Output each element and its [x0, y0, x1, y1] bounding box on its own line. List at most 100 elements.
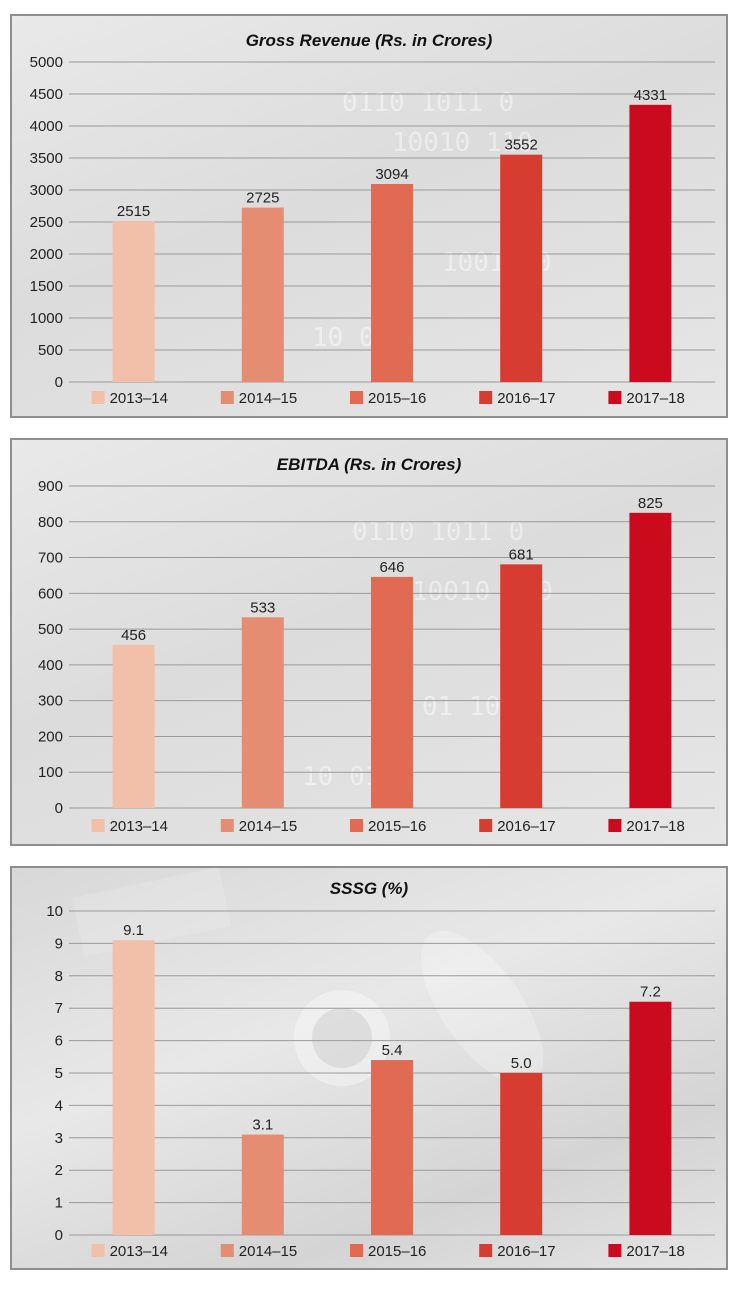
y-tick-label: 200 [38, 728, 63, 745]
data-label: 2515 [117, 203, 150, 220]
legend-label: 2016–17 [497, 1243, 555, 1260]
y-tick-label: 4000 [30, 118, 63, 135]
legend-label: 2013–14 [110, 818, 168, 835]
gross-revenue-chart: 0110 1011 0 10010 110 1001 10 10 01 Gros… [30, 31, 715, 407]
data-labels: 2515 2725 3094 3552 4331 [117, 87, 667, 220]
y-tick-label: 900 [38, 478, 63, 495]
data-label: 3.1 [252, 1117, 273, 1134]
legend-swatch [479, 391, 493, 404]
legend-label: 2016–17 [497, 390, 555, 407]
y-tick-label: 3000 [30, 182, 63, 199]
bar-2017–18 [629, 104, 672, 382]
sssg-chart: SSSG (%) 0 1 2 3 4 5 6 7 8 9 10 9.1 3.1 5.4 5.0 7.2 2013… [46, 868, 715, 1260]
legend-swatch [350, 1244, 363, 1257]
legend-swatch [608, 391, 622, 404]
legend-swatch [91, 819, 105, 832]
bar-2016–17 [500, 1073, 543, 1235]
ebitda-panel: 0110 1011 0 10010 110 01 1001 10 01 EBIT… [10, 438, 728, 846]
y-tick-label: 5 [55, 1065, 63, 1082]
data-label: 5.0 [511, 1055, 532, 1072]
y-tick-label: 7 [55, 1000, 63, 1017]
bar-2015–16 [371, 576, 413, 808]
legend-label: 2015–16 [368, 818, 426, 835]
data-label: 533 [250, 599, 275, 616]
legend-label: 2014–15 [239, 390, 297, 407]
bar-2017–18 [629, 1001, 672, 1235]
data-labels: 9.1 3.1 5.4 5.0 7.2 [123, 922, 661, 1133]
y-tick-label: 9 [55, 935, 63, 952]
bar-2016–17 [500, 154, 543, 382]
chart-title: EBITDA (Rs. in Crores) [277, 455, 462, 474]
ebitda-chart: 0110 1011 0 10010 110 01 1001 10 01 EBIT… [38, 455, 715, 835]
bars [112, 104, 672, 382]
bar-2013–14 [112, 221, 155, 382]
y-tick-label: 500 [38, 621, 63, 638]
y-tick-label: 2500 [30, 214, 63, 231]
y-tick-label: 700 [38, 550, 63, 567]
legend-label: 2017–18 [626, 818, 684, 835]
legend-swatch [608, 819, 622, 832]
y-axis: 0 500 1000 1500 2000 2500 3000 3500 4000 4500 5000 [30, 54, 63, 391]
y-tick-label: 6 [55, 1033, 63, 1050]
y-tick-label: 2 [55, 1162, 63, 1179]
y-tick-label: 2000 [30, 246, 63, 263]
legend-swatch [220, 391, 234, 404]
data-label: 2725 [246, 190, 279, 207]
legend: 2013–14 2014–15 2015–16 2016–17 2017–18 [91, 1243, 685, 1260]
y-tick-label: 500 [38, 342, 63, 359]
y-tick-label: 3 [55, 1130, 63, 1147]
y-tick-label: 10 [46, 903, 63, 920]
y-tick-label: 0 [55, 1227, 63, 1244]
data-label: 4331 [634, 87, 667, 104]
y-tick-label: 800 [38, 514, 63, 531]
legend-swatch [91, 391, 105, 404]
legend-label: 2013–14 [110, 1243, 168, 1260]
legend-label: 2016–17 [497, 818, 555, 835]
chart-title: SSSG (%) [330, 879, 409, 898]
y-tick-label: 3500 [30, 150, 63, 167]
bar-2015–16 [371, 1060, 413, 1235]
y-axis: 0 100 200 300 400 500 600 700 800 900 [38, 478, 63, 817]
y-tick-label: 0 [55, 800, 63, 817]
y-tick-label: 1 [55, 1195, 63, 1212]
bar-2015–16 [371, 183, 413, 382]
y-tick-label: 5000 [30, 54, 63, 71]
legend-label: 2014–15 [239, 1243, 297, 1260]
svg-text:0110 1011 0: 0110 1011 0 [342, 88, 514, 118]
legend-label: 2017–18 [626, 1243, 684, 1260]
y-tick-label: 4 [55, 1097, 63, 1114]
legend: 2013–14 2014–15 2015–16 2016–17 2017–18 [91, 818, 685, 835]
data-label: 681 [509, 546, 534, 563]
y-tick-label: 1000 [30, 310, 63, 327]
data-label: 3094 [375, 166, 408, 183]
bar-2017–18 [629, 512, 672, 808]
bar-2016–17 [500, 564, 543, 808]
bar-2014–15 [241, 1134, 284, 1235]
legend-swatch [350, 819, 363, 832]
data-label: 5.4 [382, 1042, 403, 1059]
legend-swatch [91, 1244, 105, 1257]
y-tick-label: 100 [38, 764, 63, 781]
legend-label: 2015–16 [368, 1243, 426, 1260]
y-tick-label: 8 [55, 968, 63, 985]
bars [112, 940, 672, 1235]
y-tick-label: 4500 [30, 86, 63, 103]
bars [112, 512, 672, 808]
y-tick-label: 300 [38, 693, 63, 710]
data-label: 9.1 [123, 922, 144, 939]
y-tick-label: 1500 [30, 278, 63, 295]
legend-label: 2015–16 [368, 390, 426, 407]
legend-swatch [220, 819, 234, 832]
data-label: 456 [121, 627, 146, 644]
legend-label: 2014–15 [239, 818, 297, 835]
gross-revenue-panel: 0110 1011 0 10010 110 1001 10 10 01 Gros… [10, 14, 728, 418]
data-label: 646 [379, 559, 404, 576]
legend-swatch [479, 819, 493, 832]
svg-text:10010 110: 10010 110 [392, 128, 533, 158]
legend-swatch [350, 391, 363, 404]
y-tick-label: 600 [38, 585, 63, 602]
bar-2014–15 [241, 207, 284, 382]
bar-2014–15 [241, 617, 284, 808]
svg-text:10 01: 10 01 [302, 762, 380, 792]
y-axis: 0 1 2 3 4 5 6 7 8 9 10 [46, 903, 63, 1244]
